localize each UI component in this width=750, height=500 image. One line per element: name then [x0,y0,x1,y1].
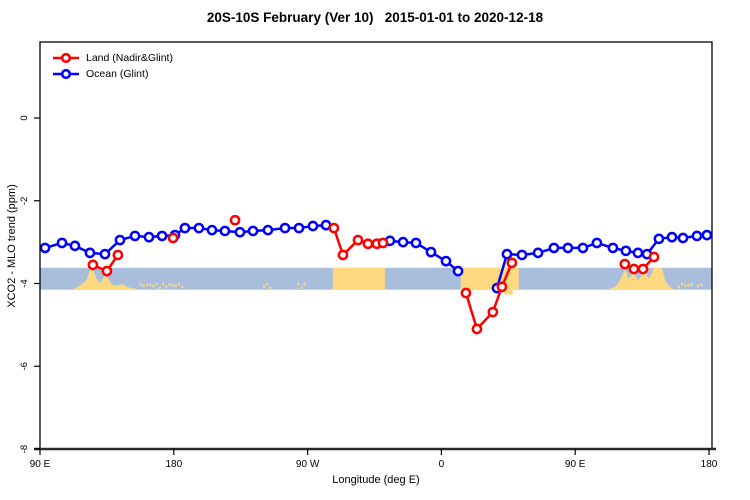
x-axis-label: Longitude (deg E) [332,474,420,486]
svg-text:90 W: 90 W [296,459,320,470]
y-axis-label: XCO2 - MLO trend (ppm) [6,184,18,308]
legend-item-ocean: Ocean (Glint) [52,66,173,82]
svg-text:-2: -2 [19,197,30,205]
svg-text:0: 0 [439,459,445,470]
svg-text:90 E: 90 E [30,459,51,470]
svg-text:180: 180 [165,459,182,470]
svg-text:-8: -8 [19,445,30,453]
legend-label-land: Land (Nadir&Glint) [86,52,173,64]
svg-text:0: 0 [19,115,30,120]
ocean-series-marker-icon [53,68,79,80]
legend-item-land: Land (Nadir&Glint) [52,50,173,66]
chart-title: 20S-10S February (Ver 10) 2015-01-01 to … [206,10,544,25]
legend: Land (Nadir&Glint) Ocean (Glint) [52,50,173,82]
svg-text:-4: -4 [19,279,30,287]
svg-text:90 E: 90 E [565,459,586,470]
svg-text:-6: -6 [19,362,30,370]
legend-label-ocean: Ocean (Glint) [86,68,149,80]
svg-text:180: 180 [701,459,718,470]
land-series-marker-icon [53,52,79,64]
